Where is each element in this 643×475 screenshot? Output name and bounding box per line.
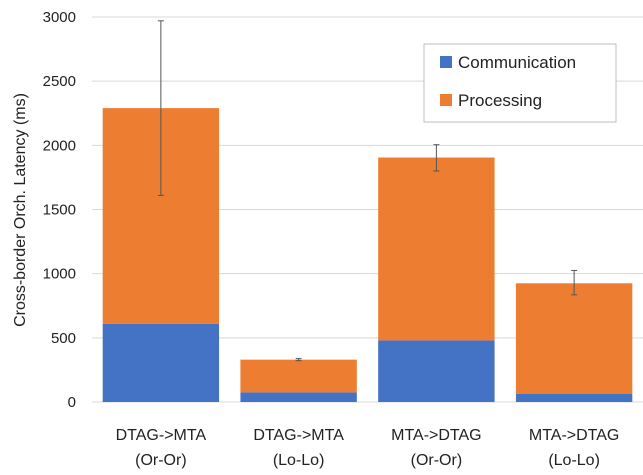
category-label: DTAG->MTA — [116, 427, 207, 444]
bar-processing-2 — [378, 157, 495, 341]
bars — [102, 108, 633, 402]
y-tick-label: 2000 — [43, 137, 76, 154]
error-bars — [157, 20, 578, 362]
category-label: (Or-Or) — [411, 452, 463, 469]
y-tick-label: 1000 — [43, 266, 76, 283]
y-tick-label: 3000 — [43, 9, 76, 26]
legend-label-processing: Processing — [458, 91, 542, 110]
y-axis-title: Cross-border Orch. Latency (ms) — [12, 93, 29, 327]
category-label: (Or-Or) — [135, 452, 187, 469]
legend-box — [423, 43, 617, 123]
category-label: MTA->DTAG — [391, 427, 482, 444]
legend: Communication Processing — [423, 43, 617, 123]
category-label: DTAG->MTA — [253, 427, 344, 444]
category-label: (Lo-Lo) — [273, 452, 325, 469]
y-tick-label: 1500 — [43, 202, 76, 219]
y-tick-label: 500 — [51, 330, 76, 347]
category-label: (Lo-Lo) — [548, 452, 600, 469]
bar-processing-1 — [240, 359, 357, 393]
bar-processing-3 — [515, 283, 633, 394]
bar-communication-0 — [102, 323, 220, 402]
legend-label-communication: Communication — [458, 53, 576, 72]
legend-swatch-communication — [440, 56, 452, 68]
category-label: MTA->DTAG — [529, 427, 620, 444]
category-labels: DTAG->MTA (Or-Or) DTAG->MTA (Lo-Lo) MTA->DTA… — [116, 427, 620, 469]
y-tick-labels: 0 500 1000 1500 2000 2500 3000 — [43, 9, 76, 411]
bar-communication-1 — [240, 392, 357, 402]
y-tick-label: 2500 — [43, 73, 76, 90]
bar-communication-2 — [378, 340, 495, 402]
bar-communication-3 — [515, 393, 633, 402]
y-tick-label: 0 — [68, 394, 76, 411]
legend-swatch-processing — [440, 94, 452, 106]
